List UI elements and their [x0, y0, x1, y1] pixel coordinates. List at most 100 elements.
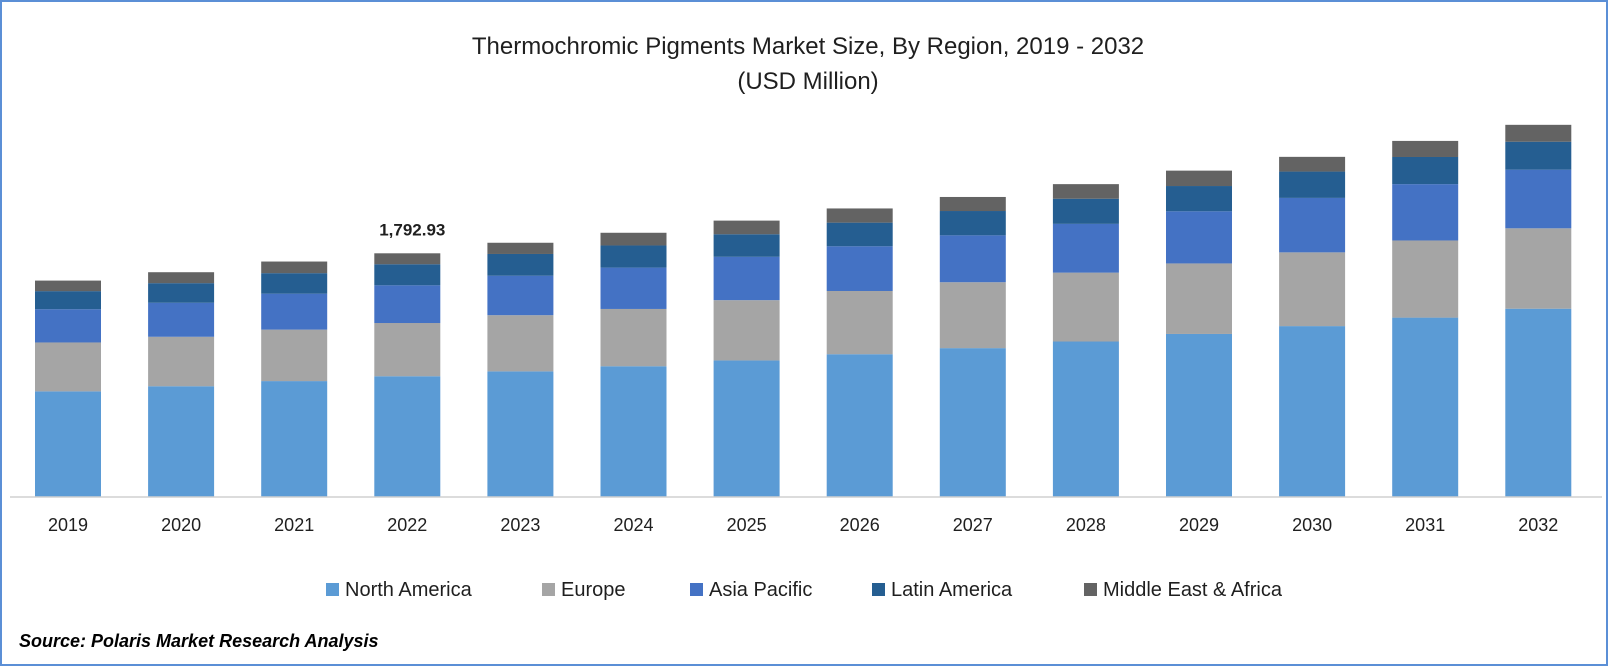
bar-north-america-2021 [261, 381, 328, 497]
bars-layer [35, 124, 1572, 497]
bar-middle-east-and-africa-2020 [148, 272, 215, 284]
bar-stack-2030 [1279, 156, 1346, 497]
bar-middle-east-and-africa-2025 [713, 220, 780, 235]
bar-europe-2022 [374, 323, 441, 377]
x-tick-label-2029: 2029 [1179, 515, 1219, 535]
bar-latin-america-2023 [487, 253, 554, 276]
bar-latin-america-2031 [1392, 156, 1459, 185]
bar-middle-east-and-africa-2031 [1392, 140, 1459, 157]
legend-item-north-america: North America [326, 579, 473, 601]
legend-label-europe: Europe [561, 579, 626, 601]
bar-middle-east-and-africa-2030 [1279, 156, 1346, 172]
bar-north-america-2025 [713, 360, 780, 497]
bar-europe-2021 [261, 329, 328, 382]
bar-europe-2024 [600, 308, 667, 367]
bar-asia-pacific-2026 [826, 246, 893, 291]
bar-europe-2031 [1392, 240, 1459, 318]
bar-europe-2032 [1505, 228, 1572, 309]
x-tick-label-2030: 2030 [1292, 515, 1332, 535]
bar-latin-america-2027 [939, 211, 1006, 236]
legend-item-asia-pacific: Asia Pacific [690, 579, 812, 601]
x-tick-label-2026: 2026 [840, 515, 880, 535]
bar-stack-2019 [35, 280, 101, 497]
bar-latin-america-2026 [826, 222, 893, 247]
bar-middle-east-and-africa-2029 [1166, 170, 1232, 187]
x-tick-label-2021: 2021 [274, 515, 314, 535]
bar-latin-america-2021 [261, 273, 328, 294]
legend-swatch-asia-pacific [690, 583, 703, 596]
bar-middle-east-and-africa-2021 [261, 261, 328, 274]
legend-label-latin-america: Latin America [891, 579, 1013, 601]
chart-title: Thermochromic Pigments Market Size, By R… [472, 33, 1144, 60]
bar-latin-america-2022 [374, 264, 441, 286]
bar-europe-2028 [1052, 272, 1119, 342]
x-tick-label-2031: 2031 [1405, 515, 1445, 535]
bar-asia-pacific-2023 [487, 275, 554, 316]
bar-north-america-2031 [1392, 317, 1459, 497]
bar-europe-2027 [939, 282, 1006, 349]
bar-north-america-2023 [487, 371, 554, 497]
bar-stack-2025 [713, 220, 780, 497]
legend-label-middle-east-and-africa: Middle East & Africa [1103, 579, 1283, 601]
x-tick-label-2023: 2023 [500, 515, 540, 535]
bar-stack-2026 [826, 208, 893, 497]
bar-asia-pacific-2020 [148, 302, 215, 337]
bar-north-america-2032 [1505, 308, 1572, 497]
bar-stack-2027 [939, 196, 1006, 497]
bar-north-america-2030 [1279, 326, 1346, 497]
bar-europe-2023 [487, 315, 554, 372]
legend-swatch-europe [542, 583, 555, 596]
bar-north-america-2027 [939, 348, 1006, 497]
bar-latin-america-2030 [1279, 171, 1346, 198]
bar-latin-america-2020 [148, 283, 215, 303]
bar-asia-pacific-2021 [261, 293, 328, 330]
x-tick-label-2027: 2027 [953, 515, 993, 535]
bar-asia-pacific-2019 [35, 309, 101, 343]
bar-asia-pacific-2032 [1505, 169, 1572, 229]
bar-north-america-2019 [35, 391, 101, 497]
bar-middle-east-and-africa-2019 [35, 280, 101, 292]
x-tick-label-2025: 2025 [727, 515, 767, 535]
x-tick-label-2020: 2020 [161, 515, 201, 535]
bar-latin-america-2024 [600, 245, 667, 268]
x-tick-label-2032: 2032 [1518, 515, 1558, 535]
bar-middle-east-and-africa-2024 [600, 232, 667, 246]
bar-asia-pacific-2028 [1052, 223, 1119, 273]
legend-swatch-middle-east-and-africa [1084, 583, 1097, 596]
bar-stack-2028 [1052, 184, 1119, 497]
data-labels: 1,792.93 [379, 220, 445, 239]
legend-label-asia-pacific: Asia Pacific [709, 579, 812, 601]
bar-latin-america-2032 [1505, 141, 1572, 170]
bar-europe-2030 [1279, 252, 1346, 327]
x-tick-label-2022: 2022 [387, 515, 427, 535]
legend-item-europe: Europe [542, 579, 626, 601]
bar-asia-pacific-2027 [939, 235, 1006, 283]
bar-stack-2021 [261, 261, 328, 497]
bar-asia-pacific-2025 [713, 256, 780, 301]
bar-asia-pacific-2024 [600, 267, 667, 309]
bar-north-america-2028 [1052, 341, 1119, 497]
legend-label-north-america: North America [345, 579, 473, 601]
x-axis-ticks: 2019 2020 2021 2022 2023 2024 2025 2026 2027 2028… [48, 515, 1558, 535]
legend-swatch-north-america [326, 583, 339, 596]
bar-stack-2031 [1392, 140, 1459, 497]
x-tick-label-2024: 2024 [613, 515, 653, 535]
data-label-2022: 1,792.93 [379, 220, 445, 239]
bar-middle-east-and-africa-2032 [1505, 124, 1572, 142]
source-note: Source: Polaris Market Research Analysis [19, 631, 379, 651]
bar-stack-2023 [487, 242, 554, 497]
bar-asia-pacific-2022 [374, 285, 441, 324]
legend: North America Europe Asia Pacific Latin Ame… [326, 579, 1283, 601]
bar-latin-america-2019 [35, 291, 101, 310]
bar-middle-east-and-africa-2026 [826, 208, 893, 223]
bar-europe-2029 [1166, 263, 1232, 334]
bar-latin-america-2028 [1052, 198, 1119, 224]
legend-swatch-latin-america [872, 583, 885, 596]
chart-subtitle: (USD Million) [737, 68, 878, 95]
bar-north-america-2020 [148, 386, 215, 497]
bar-europe-2026 [826, 290, 893, 355]
bar-latin-america-2025 [713, 234, 780, 257]
bar-europe-2020 [148, 336, 215, 387]
